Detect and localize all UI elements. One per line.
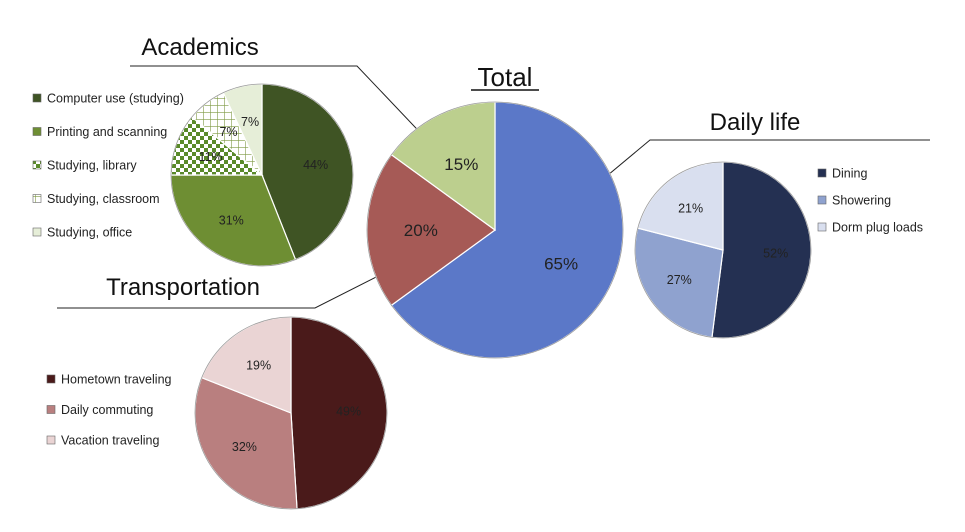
label-studying-office: 7% bbox=[241, 115, 259, 129]
legend-label-studying-office: Studying, office bbox=[47, 226, 132, 240]
academics-legend: Computer use (studying) Printing and scan… bbox=[32, 92, 184, 240]
pie-outline bbox=[170, 83, 354, 267]
legend-label-dorm-plug-loads: Dorm plug loads bbox=[832, 221, 923, 235]
legend-label-vacation-traveling: Vacation traveling bbox=[61, 434, 159, 448]
total-title: Total bbox=[478, 62, 533, 92]
label-transportation: 20% bbox=[404, 221, 438, 240]
label-printing-and-scanning: 31% bbox=[219, 214, 244, 228]
label-studying-classroom: 7% bbox=[219, 125, 237, 139]
label-hometown-traveling: 49% bbox=[336, 405, 361, 419]
legend-label-showering: Showering bbox=[832, 194, 891, 208]
legend-swatch-daily-commuting bbox=[46, 405, 56, 414]
legend-label-printing-and-scanning: Printing and scanning bbox=[47, 125, 167, 139]
legend-swatch-computer-use-studying bbox=[32, 93, 42, 103]
pie-outline bbox=[634, 161, 812, 339]
legend-swatch-vacation-traveling bbox=[46, 435, 56, 445]
legend-label-studying-library: Studying, library bbox=[47, 159, 137, 173]
legend-swatch-studying-library bbox=[32, 160, 42, 170]
daily-life-title: Daily life bbox=[710, 109, 801, 136]
legend-swatch-studying-classroom bbox=[32, 194, 42, 203]
connector-transportation bbox=[57, 264, 401, 309]
label-daily-commuting: 32% bbox=[232, 440, 257, 454]
connector-academics bbox=[130, 65, 433, 146]
pie-outline bbox=[194, 316, 388, 510]
legend-swatch-dorm-plug-loads bbox=[817, 222, 827, 232]
daily-life-legend: Dining Showering Dorm plug loads bbox=[817, 167, 923, 235]
transportation-title: Transportation bbox=[106, 274, 260, 301]
label-vacation-traveling: 19% bbox=[246, 359, 271, 373]
label-computer-use-studying: 44% bbox=[303, 158, 328, 172]
legend-swatch-dining bbox=[817, 168, 827, 178]
legend-label-hometown-traveling: Hometown traveling bbox=[61, 373, 172, 387]
transportation-pie: 49% 32% 19% bbox=[194, 316, 388, 510]
transportation-legend: Hometown traveling Daily commuting Vacatio… bbox=[46, 373, 172, 448]
academics-title: Academics bbox=[141, 34, 258, 61]
legend-swatch-hometown-traveling bbox=[46, 374, 56, 384]
label-daily-life: 65% bbox=[544, 255, 578, 274]
legend-label-dining: Dining bbox=[832, 167, 867, 181]
label-dining: 52% bbox=[763, 247, 788, 261]
daily-life-pie: 52% 27% 21% bbox=[634, 161, 812, 339]
legend-label-daily-commuting: Daily commuting bbox=[61, 403, 153, 417]
slice-dining bbox=[711, 161, 812, 339]
legend-label-computer-use-studying: Computer use (studying) bbox=[47, 92, 184, 106]
label-showering: 27% bbox=[667, 273, 692, 287]
label-academics: 15% bbox=[444, 155, 478, 174]
academics-pie: 44% 31% 11% 7% 7% bbox=[170, 83, 354, 267]
pie-outline bbox=[366, 101, 624, 359]
label-dorm-plug-loads: 21% bbox=[678, 202, 703, 216]
label-studying-library: 11% bbox=[199, 150, 223, 164]
total-pie: 65% 20% 15% bbox=[366, 101, 624, 359]
legend-swatch-studying-office bbox=[32, 227, 42, 237]
legend-swatch-showering bbox=[817, 195, 827, 205]
legend-swatch-printing-and-scanning bbox=[32, 127, 42, 136]
legend-label-studying-classroom: Studying, classroom bbox=[47, 192, 160, 206]
